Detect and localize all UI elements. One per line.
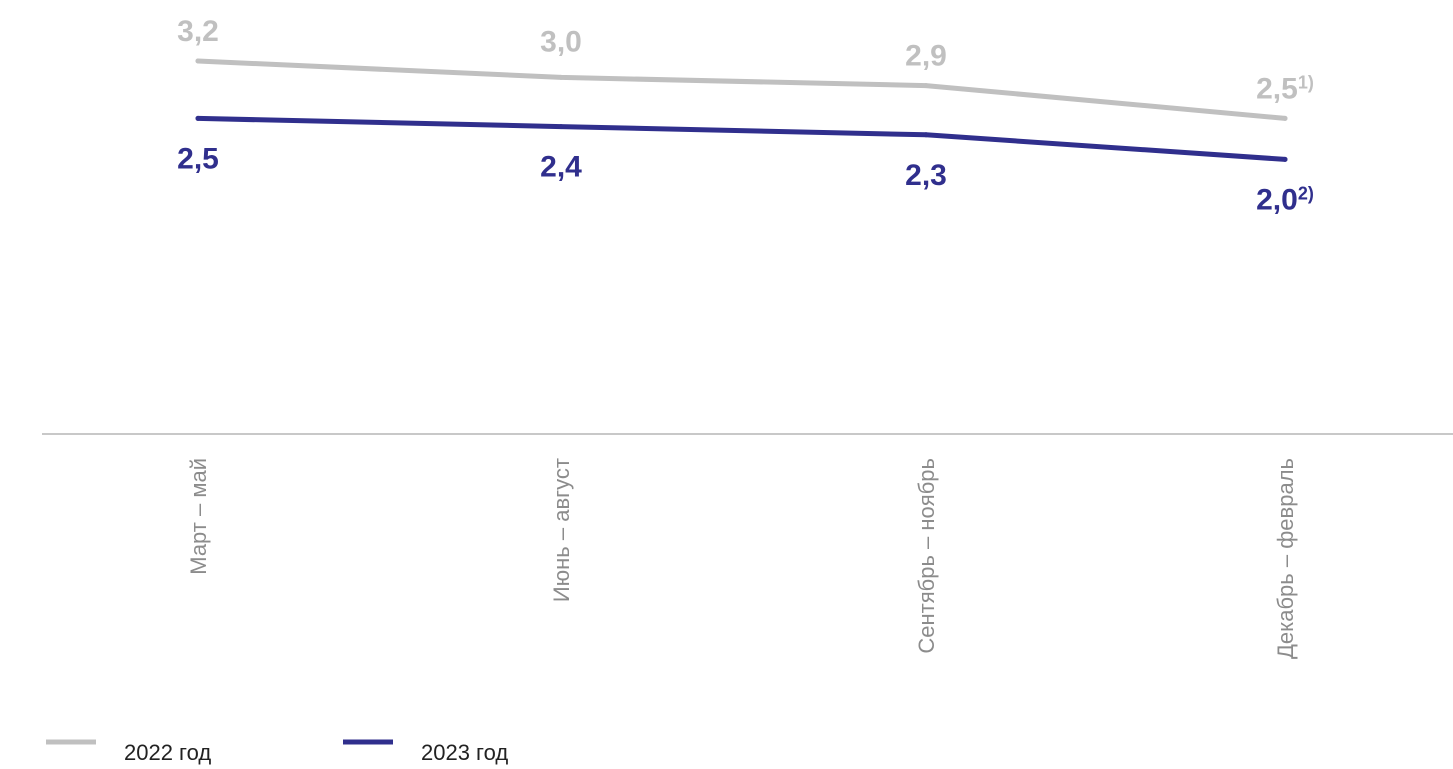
series-line-1 [195,58,1288,121]
data-labels: 3,2 3,0 2,9 2,51) 2,5 2,4 2,3 2,02) [177,15,1314,216]
legend: 2022 год 2023 год [46,739,508,765]
series-2-point [558,124,564,130]
legend-label: 2022 год [124,740,211,765]
x-tick-label: Декабрь – февраль [1273,458,1298,659]
data-label: 2,02) [1256,183,1314,216]
x-tick-label: Март – май [186,458,211,575]
series-1-point [1282,115,1288,121]
data-label: 2,4 [540,151,582,184]
series-2-point [923,132,929,138]
series-1-point [923,83,929,89]
x-tick-labels: Март – май Июнь – август Сентябрь – ноябрь… [186,458,1298,659]
series-1-point [195,58,201,64]
data-label: 2,3 [905,159,947,192]
data-label: 2,9 [905,40,947,73]
series-1-point [558,74,564,80]
series-2-point [1282,156,1288,162]
data-label: 2,51) [1256,72,1314,105]
series-layer [195,58,1288,162]
legend-label: 2023 год [421,740,508,765]
data-label: 3,0 [540,25,582,58]
footnote-marker: 1) [1298,72,1314,92]
data-label: 3,2 [177,15,219,48]
series-2-point [195,115,201,121]
x-tick-label: Июнь – август [549,458,574,602]
data-label: 2,5 [177,142,219,175]
x-tick-label: Сентябрь – ноябрь [914,458,939,654]
series-line-2 [195,115,1288,162]
footnote-marker: 2) [1298,183,1314,203]
